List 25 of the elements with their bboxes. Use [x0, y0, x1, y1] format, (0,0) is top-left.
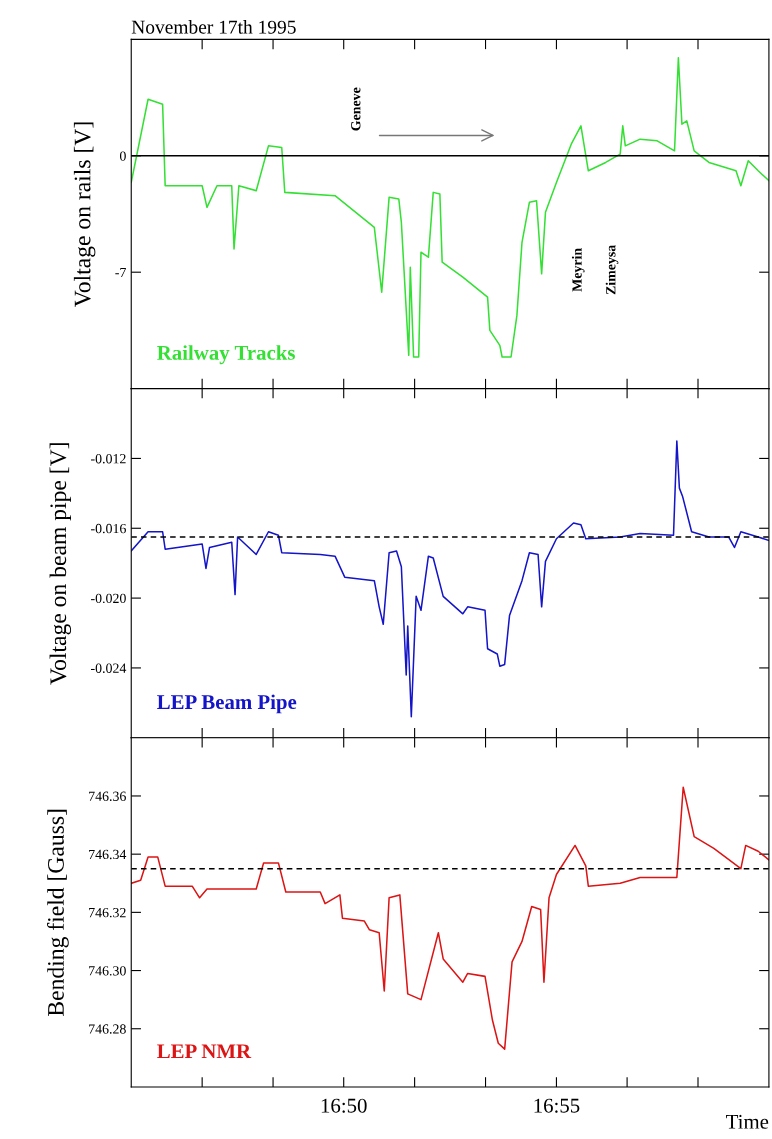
y-tick-label: 746.30 — [89, 966, 126, 976]
x-tick-label: 16:55 — [534, 1098, 580, 1113]
y-axis-title: Bending field [Gauss] — [47, 809, 69, 1016]
x-axis-title: Time — [726, 1114, 769, 1129]
y-tick-label: -0.020 — [91, 593, 126, 604]
text: LEP NMR — [157, 1044, 252, 1059]
annotation: Meyrin — [571, 248, 585, 292]
y-tick-label: -0.024 — [91, 663, 127, 673]
y-tick-label: 0 — [119, 151, 126, 161]
y-tick-label: -7 — [115, 267, 126, 278]
annotation: Zimeysa — [605, 245, 619, 295]
y-tick-label: 746.28 — [89, 1024, 126, 1034]
y-tick-label: 746.32 — [89, 907, 126, 918]
annotation: Geneve — [351, 87, 361, 131]
y-tick-label: -0.016 — [91, 523, 126, 534]
y-tick-label: 746.34 — [89, 849, 127, 860]
y-tick-label: -0.012 — [91, 454, 126, 464]
y-tick-label: 746.36 — [89, 791, 126, 801]
x-tick-label: 16:50 — [321, 1098, 367, 1113]
chart-title: November 17th 1995 — [131, 20, 296, 34]
y-axis-title: Voltage on rails [V] — [73, 122, 96, 307]
text: LEP Beam Pipe — [157, 694, 297, 714]
line-series — [131, 440, 769, 718]
text: Railway Tracks — [157, 345, 295, 365]
y-axis-title: Voltage on beam pipe [V] — [49, 443, 72, 685]
